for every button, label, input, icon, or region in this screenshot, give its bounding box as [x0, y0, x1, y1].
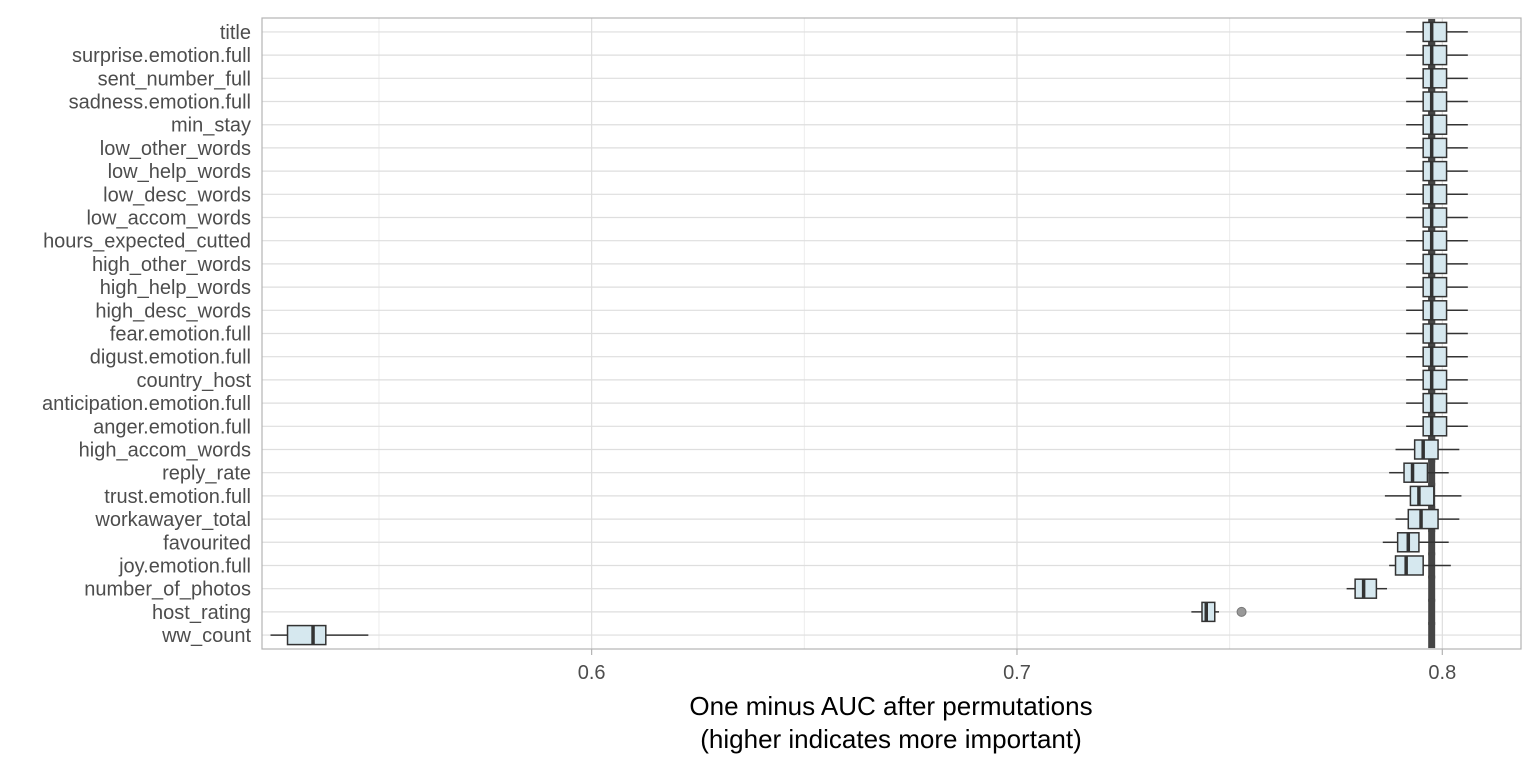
y-label-title: title [220, 22, 251, 44]
box-iqr [1354, 578, 1378, 599]
y-label-joy.emotion.full: joy.emotion.full [118, 555, 251, 577]
y-label-low_other_words: low_other_words [100, 138, 251, 160]
y-label-host_rating: host_rating [152, 602, 251, 624]
box-joy.emotion.full [1389, 555, 1451, 576]
y-label-anticipation.emotion.full: anticipation.emotion.full [42, 393, 251, 415]
box-high_desc_words [1406, 300, 1468, 321]
box-high_help_words [1406, 276, 1468, 298]
y-label-surprise.emotion.full: surprise.emotion.full [72, 45, 251, 67]
y-label-low_desc_words: low_desc_words [103, 184, 251, 206]
x-tick-label: 0.6 [578, 662, 606, 684]
box-title [1406, 21, 1468, 43]
box-iqr [1422, 160, 1448, 182]
y-label-high_help_words: high_help_words [100, 277, 251, 299]
box-iqr [1422, 276, 1448, 298]
box-iqr [1407, 508, 1439, 530]
box-number_of_photos [1346, 578, 1388, 599]
box-low_help_words [1406, 160, 1468, 182]
box-iqr [1422, 184, 1448, 205]
y-label-high_desc_words: high_desc_words [95, 300, 251, 322]
box-iqr [1422, 68, 1448, 89]
box-host_rating [1191, 601, 1247, 623]
y-label-low_help_words: low_help_words [108, 161, 251, 183]
y-label-favourited: favourited [163, 532, 251, 554]
y-label-fear.emotion.full: fear.emotion.full [110, 324, 251, 346]
y-label-low_accom_words: low_accom_words [86, 208, 251, 230]
y-label-anger.emotion.full: anger.emotion.full [93, 416, 251, 438]
reference-mark [1428, 598, 1436, 625]
box-hours_expected_cutted [1406, 230, 1468, 251]
box-high_accom_words [1395, 439, 1460, 460]
box-iqr [1422, 392, 1448, 414]
box-iqr [1422, 230, 1448, 251]
box-anticipation.emotion.full [1406, 392, 1468, 414]
y-axis-labels: titlesurprise.emotion.fullsent_number_fu… [42, 22, 251, 647]
y-label-sent_number_full: sent_number_full [98, 68, 251, 90]
box-reply_rate [1389, 462, 1449, 483]
box-country_host [1406, 369, 1468, 391]
y-label-digust.emotion.full: digust.emotion.full [90, 347, 251, 369]
box-iqr [1422, 91, 1448, 112]
box-iqr [1422, 207, 1448, 228]
box-favourited [1382, 532, 1449, 553]
y-label-workawayer_total: workawayer_total [94, 509, 251, 531]
y-label-number_of_photos: number_of_photos [84, 579, 251, 601]
box-iqr [1422, 369, 1448, 391]
y-label-hours_expected_cutted: hours_expected_cutted [43, 231, 251, 253]
outlier-point [1236, 606, 1247, 617]
box-sadness.emotion.full [1406, 91, 1468, 112]
box-low_other_words [1406, 137, 1468, 159]
box-ww_count [270, 624, 369, 646]
box-iqr [1409, 485, 1435, 507]
box-iqr [1422, 253, 1448, 275]
y-label-min_stay: min_stay [171, 115, 251, 137]
y-label-sadness.emotion.full: sadness.emotion.full [69, 92, 251, 114]
x-tick-label: 0.8 [1428, 662, 1456, 684]
reference-mark [1428, 575, 1436, 602]
box-iqr [1403, 462, 1429, 483]
box-iqr [1422, 21, 1448, 43]
box-iqr [1394, 555, 1424, 576]
box-sent_number_full [1406, 68, 1468, 89]
y-label-country_host: country_host [136, 370, 251, 392]
box-high_other_words [1406, 253, 1468, 275]
box-series [270, 21, 1468, 646]
x-axis-title-line-1: One minus AUC after permutations [689, 691, 1092, 721]
box-digust.emotion.full [1406, 346, 1468, 367]
box-workawayer_total [1395, 508, 1460, 530]
major-gridlines [262, 18, 1521, 649]
y-label-ww_count: ww_count [161, 625, 251, 647]
box-iqr [1422, 300, 1448, 321]
box-trust.emotion.full [1384, 485, 1462, 507]
x-axis-title-line-2: (higher indicates more important) [700, 724, 1082, 754]
y-label-trust.emotion.full: trust.emotion.full [104, 486, 251, 508]
x-tick-label: 0.7 [1003, 662, 1031, 684]
y-label-reply_rate: reply_rate [162, 463, 251, 485]
box-iqr [1422, 416, 1448, 437]
box-iqr [286, 624, 327, 646]
box-iqr [1422, 137, 1448, 159]
reference-mark [1428, 622, 1436, 649]
box-min_stay [1406, 114, 1468, 135]
box-iqr [1422, 114, 1448, 135]
box-low_accom_words [1406, 207, 1468, 228]
box-iqr [1201, 601, 1216, 623]
box-surprise.emotion.full [1406, 44, 1468, 66]
box-anger.emotion.full [1406, 416, 1468, 437]
box-iqr [1413, 439, 1439, 460]
x-axis-ticks: 0.6 0.7 0.8 [578, 649, 1456, 684]
y-label-high_accom_words: high_accom_words [79, 439, 251, 461]
plot-panel-border [261, 17, 1522, 650]
box-iqr [1422, 323, 1448, 344]
box-low_desc_words [1406, 184, 1468, 205]
box-fear.emotion.full [1406, 323, 1468, 344]
box-iqr [1422, 346, 1448, 367]
y-label-high_other_words: high_other_words [92, 254, 251, 276]
box-iqr [1422, 44, 1448, 66]
